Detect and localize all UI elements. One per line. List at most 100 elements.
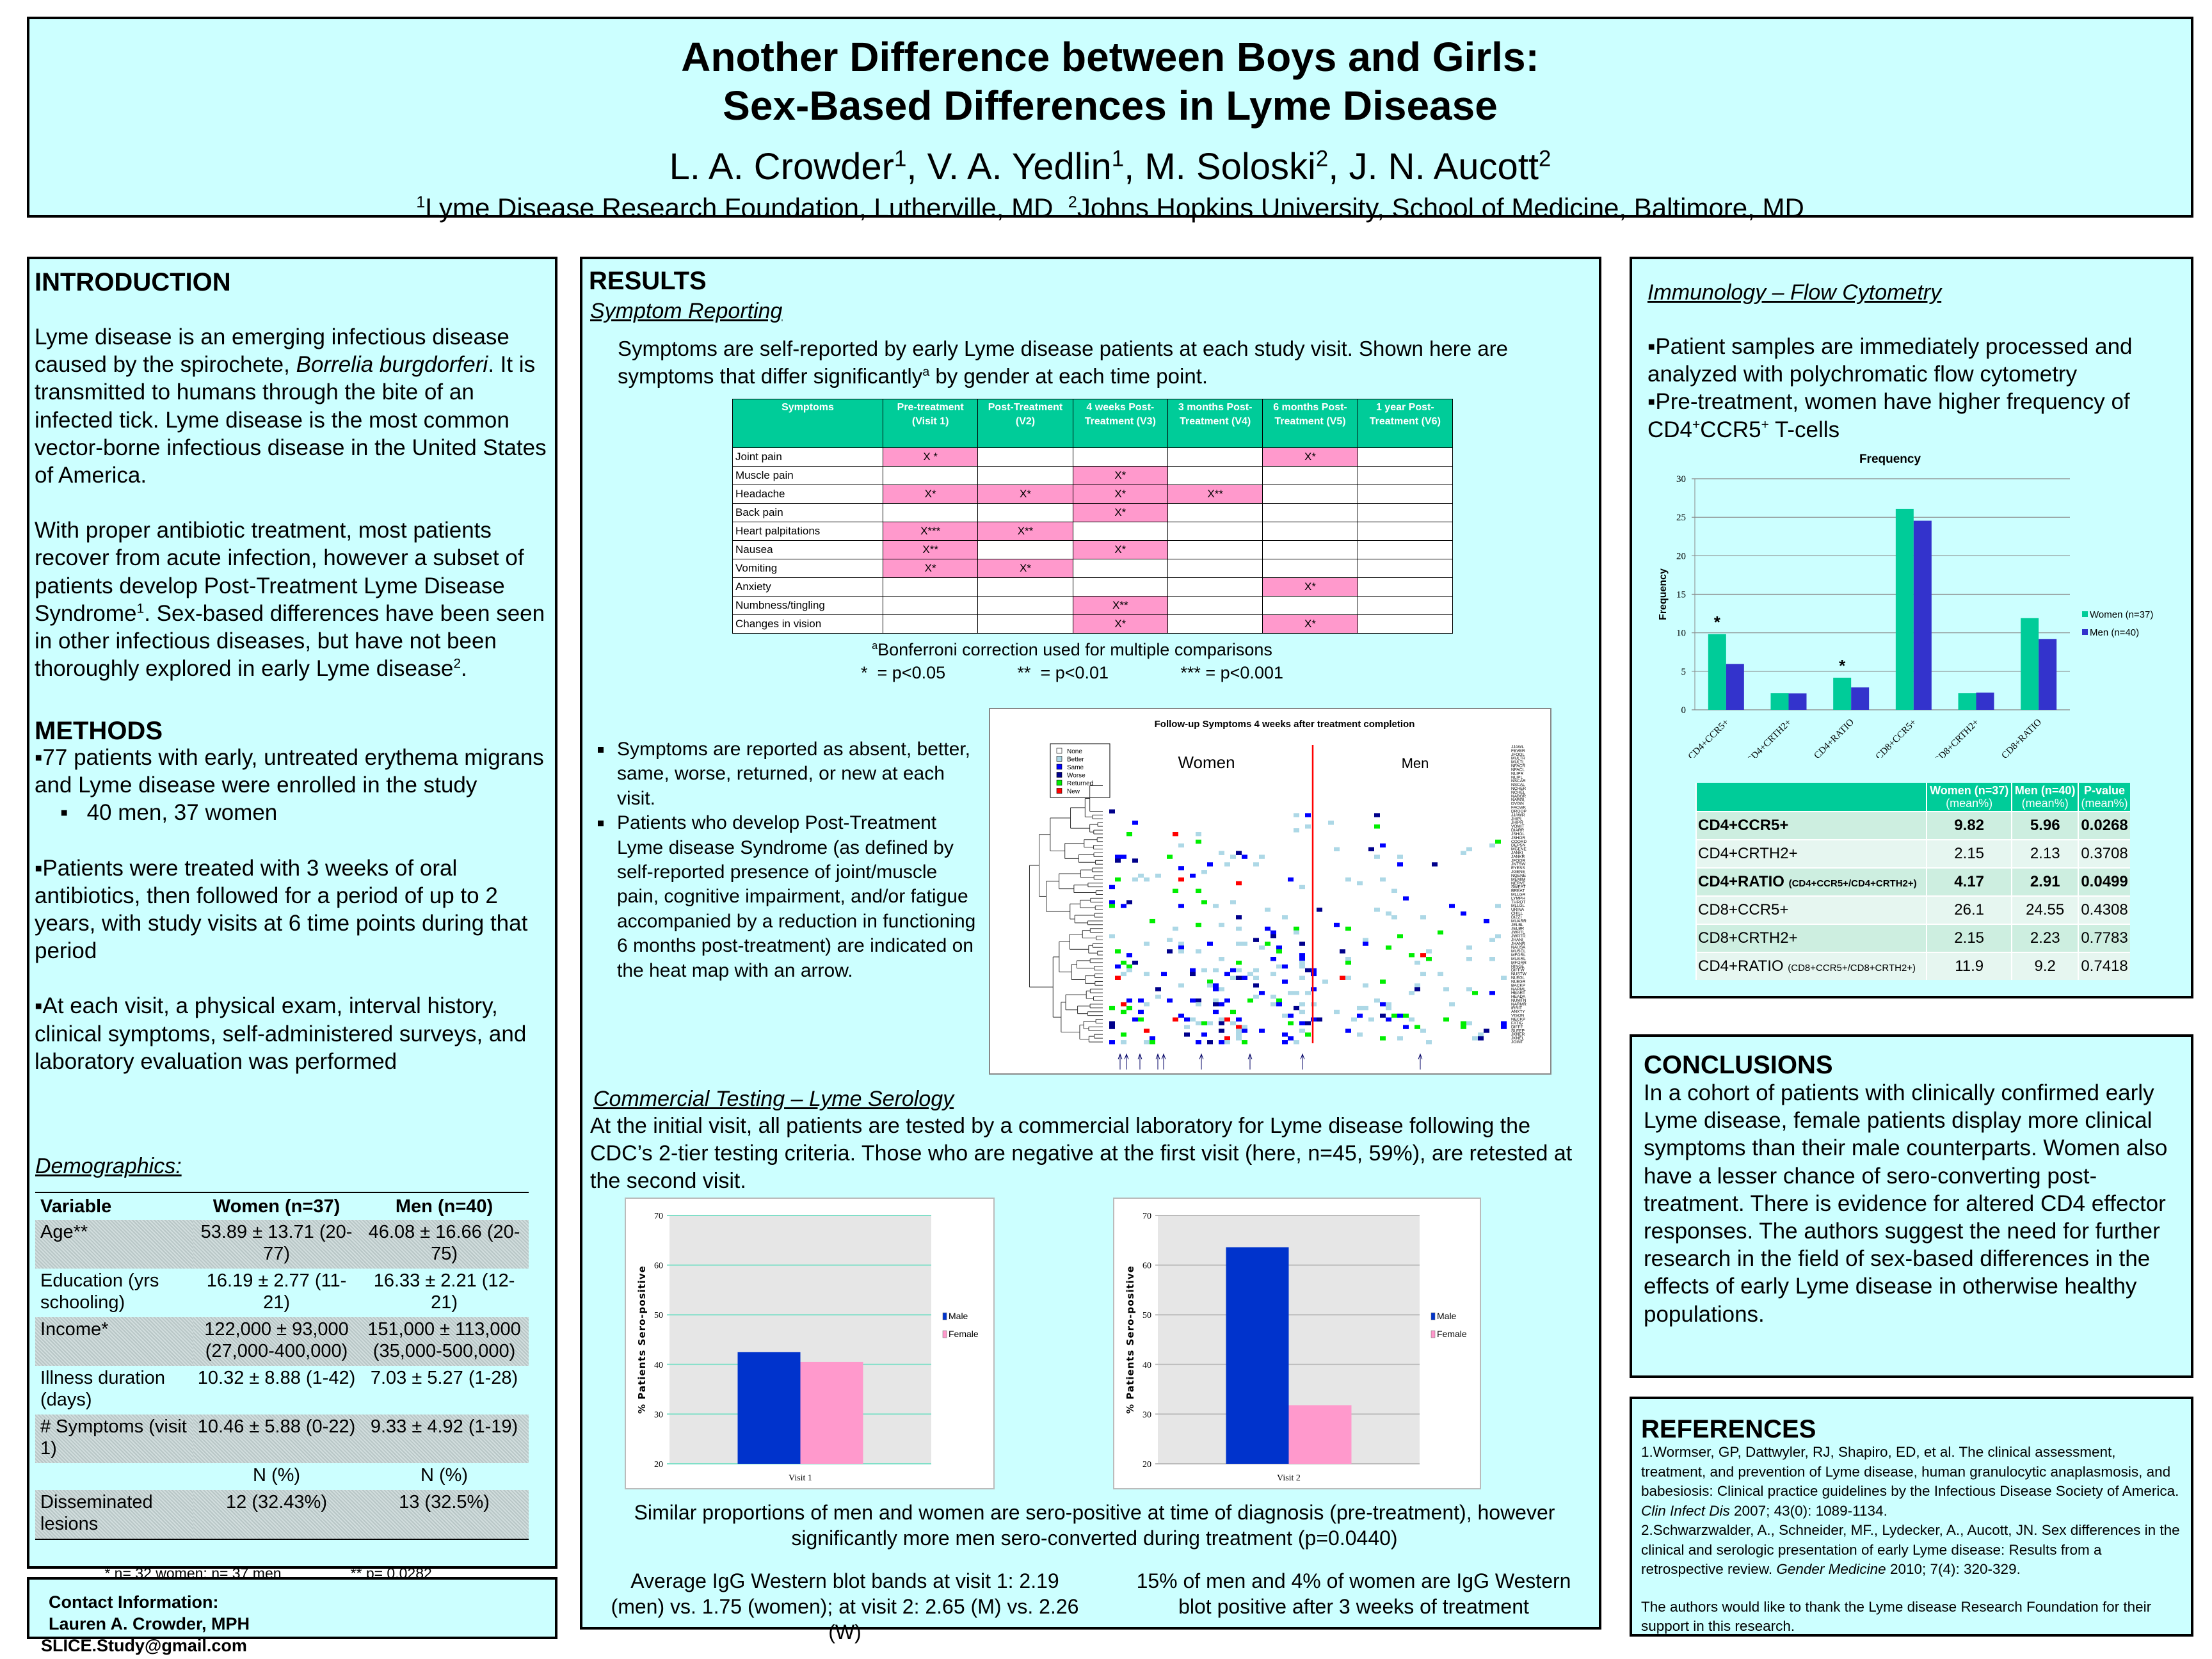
heatmap-row-label: FATIG (1511, 1021, 1523, 1025)
legend-label: Worse (1067, 773, 1086, 780)
heatmap-cell (1196, 831, 1201, 837)
acknowledgement: The authors would like to thank the Lyme… (1641, 1598, 2152, 1635)
legend-label: Female (1437, 1329, 1467, 1339)
heatmap-row-label: HEADA (1511, 995, 1526, 999)
symptom-cell (882, 614, 979, 634)
heatmap-cell (1190, 972, 1196, 977)
heatmap-row-label: SLEEP (1511, 1029, 1525, 1033)
symptom-cell (1072, 522, 1168, 541)
symptom-cell (977, 577, 1073, 597)
contact-email[interactable]: SLICE.Study@gmail.com (41, 1636, 247, 1655)
heatmap-cell (1489, 957, 1495, 961)
heatmap-cell (1167, 949, 1173, 954)
symptom-cell (1357, 540, 1454, 559)
demographics-cell-men: 7.03 ± 5.27 (1-28) (370, 1368, 518, 1388)
heatmap-row-label: JHANR (1511, 942, 1525, 946)
heatmap-cell (1201, 968, 1207, 973)
demographics-cell-label: Education (yrs schooling) (40, 1270, 159, 1313)
heatmap-cell (1282, 915, 1288, 920)
text-segment: Borrelia burgdorferi (296, 352, 488, 378)
sig-3: *** = p<0.001 (1180, 663, 1283, 682)
symptom-label: Anxiety (732, 577, 883, 597)
demographics-cell-men: 16.33 ± 2.21 (12-21) (373, 1270, 515, 1313)
bar-men (1726, 664, 1744, 710)
heatmap-cell (1449, 1002, 1455, 1007)
heatmap-cell (1150, 918, 1155, 924)
y-tick-label: 25 (1676, 513, 1686, 523)
text-segment: . (461, 656, 467, 682)
heatmap-row-label: FACWK (1511, 806, 1527, 810)
heatmap-cell (1236, 1025, 1242, 1029)
legend-label: None (1067, 748, 1082, 755)
symptom-cell: X* (1262, 447, 1358, 467)
author-name: L. A. Crowder (669, 146, 894, 188)
heatmap-cell (1357, 881, 1363, 886)
symptom-cell (1357, 447, 1454, 467)
heatmap-cell (1495, 934, 1501, 938)
heatmap-cell (1282, 964, 1288, 969)
heatmap-cell (1178, 843, 1184, 848)
immunology-bullet-1: Patient samples are immediately processe… (1647, 334, 2133, 387)
heatmap-cell (1115, 858, 1121, 863)
heatmap-cell (1270, 972, 1276, 977)
sup-plus-1: + (1692, 417, 1701, 432)
heatmap-cell (1253, 983, 1259, 988)
heatmap-cell (1443, 1017, 1449, 1022)
heatmap-row-label: NGENE (1511, 874, 1527, 878)
flow-header-row: Women (n=37) (mean%) Men (n=40) (mean%) P-va… (1695, 783, 2130, 812)
heatmap-cell (1294, 930, 1299, 935)
heatmap-cell (1132, 960, 1138, 965)
text-segment: With proper antibiotic treatment, most p… (35, 518, 524, 626)
demographics-cell-men: 13 (32.5%) (360, 1490, 529, 1539)
author-name: V. A. Yedlin (927, 146, 1112, 188)
heatmap-cell (1115, 854, 1121, 859)
heatmap-cell (1288, 1021, 1294, 1025)
demographics-cell-men: 151,000 ± 113,000 (35,000-500,000) (360, 1317, 529, 1366)
heatmap-cell (1345, 960, 1351, 965)
x-tick-label: CD4+CRTH2+ (1745, 717, 1793, 758)
heatmap-cell (1259, 854, 1265, 859)
symptom-cell (1262, 522, 1358, 541)
bar-men (1913, 520, 1932, 710)
symptom-cell (1357, 614, 1454, 634)
flow-row: CD4+RATIO (CD4+CCR5+/CD4+CRTH2+) 4.17 2.91… (1695, 867, 2130, 896)
symptom-cell (1072, 559, 1168, 578)
heatmap-cell (1438, 972, 1443, 977)
symptom-header-row: Symptoms Pre-treatment (Visit 1) Post-Trea… (732, 399, 1454, 448)
heatmap-cell (1236, 960, 1242, 965)
heatmap-cell (1495, 904, 1501, 908)
heatmap-cell (1363, 1006, 1368, 1011)
symptom-cell (977, 614, 1073, 634)
flow-label: CD4+RATIO (1698, 958, 1784, 975)
heatmap-cell (1178, 904, 1184, 908)
flow-column-subtitle: (mean%) (2021, 797, 2069, 810)
heatmap-cell (1282, 1032, 1288, 1037)
heatmap-cell (1299, 960, 1305, 965)
heatmap-cell (1126, 1006, 1132, 1011)
heatmap-cell (1415, 1025, 1420, 1029)
y-tick-label: 30 (1142, 1410, 1151, 1420)
heatmap-cell (1363, 942, 1368, 946)
heatmap-row-label: MFORL (1511, 953, 1526, 958)
serology-conclusion: Similar proportions of men and women are… (634, 1501, 1555, 1550)
heatmap-row-label: DEPSN (1511, 844, 1526, 848)
legend-swatch (1056, 756, 1062, 762)
bonferroni-note: aBonferroni correction used for multiple… (816, 638, 1328, 661)
symptom-row: Anxiety X* (732, 577, 1454, 597)
heatmap-row-label: FEVER (1511, 749, 1525, 753)
heatmap-cell (1178, 942, 1184, 946)
introduction-paragraph: Lyme disease is an emerging infectious d… (35, 323, 550, 489)
heatmap-cell (1270, 1002, 1276, 1007)
heatmap-cell (1345, 877, 1351, 882)
serology-heading: Commercial Testing – Lyme Serology (593, 1087, 954, 1111)
heatmap-cell (1299, 1021, 1305, 1025)
heatmap-cell (1299, 953, 1305, 958)
heatmap-row-label: BACKP (1511, 983, 1525, 988)
heatmap-cell (1466, 945, 1472, 950)
heatmap-cell (1276, 964, 1282, 969)
heatmap-cell (1368, 847, 1374, 852)
flow-label: CD4+CRTH2+ (1698, 845, 1798, 862)
flow-label: CD8+CCR5+ (1698, 901, 1789, 918)
heatmap-row-label: JJAWL (1511, 745, 1525, 749)
flow-label-cell: CD4+CRTH2+ (1695, 839, 1927, 868)
